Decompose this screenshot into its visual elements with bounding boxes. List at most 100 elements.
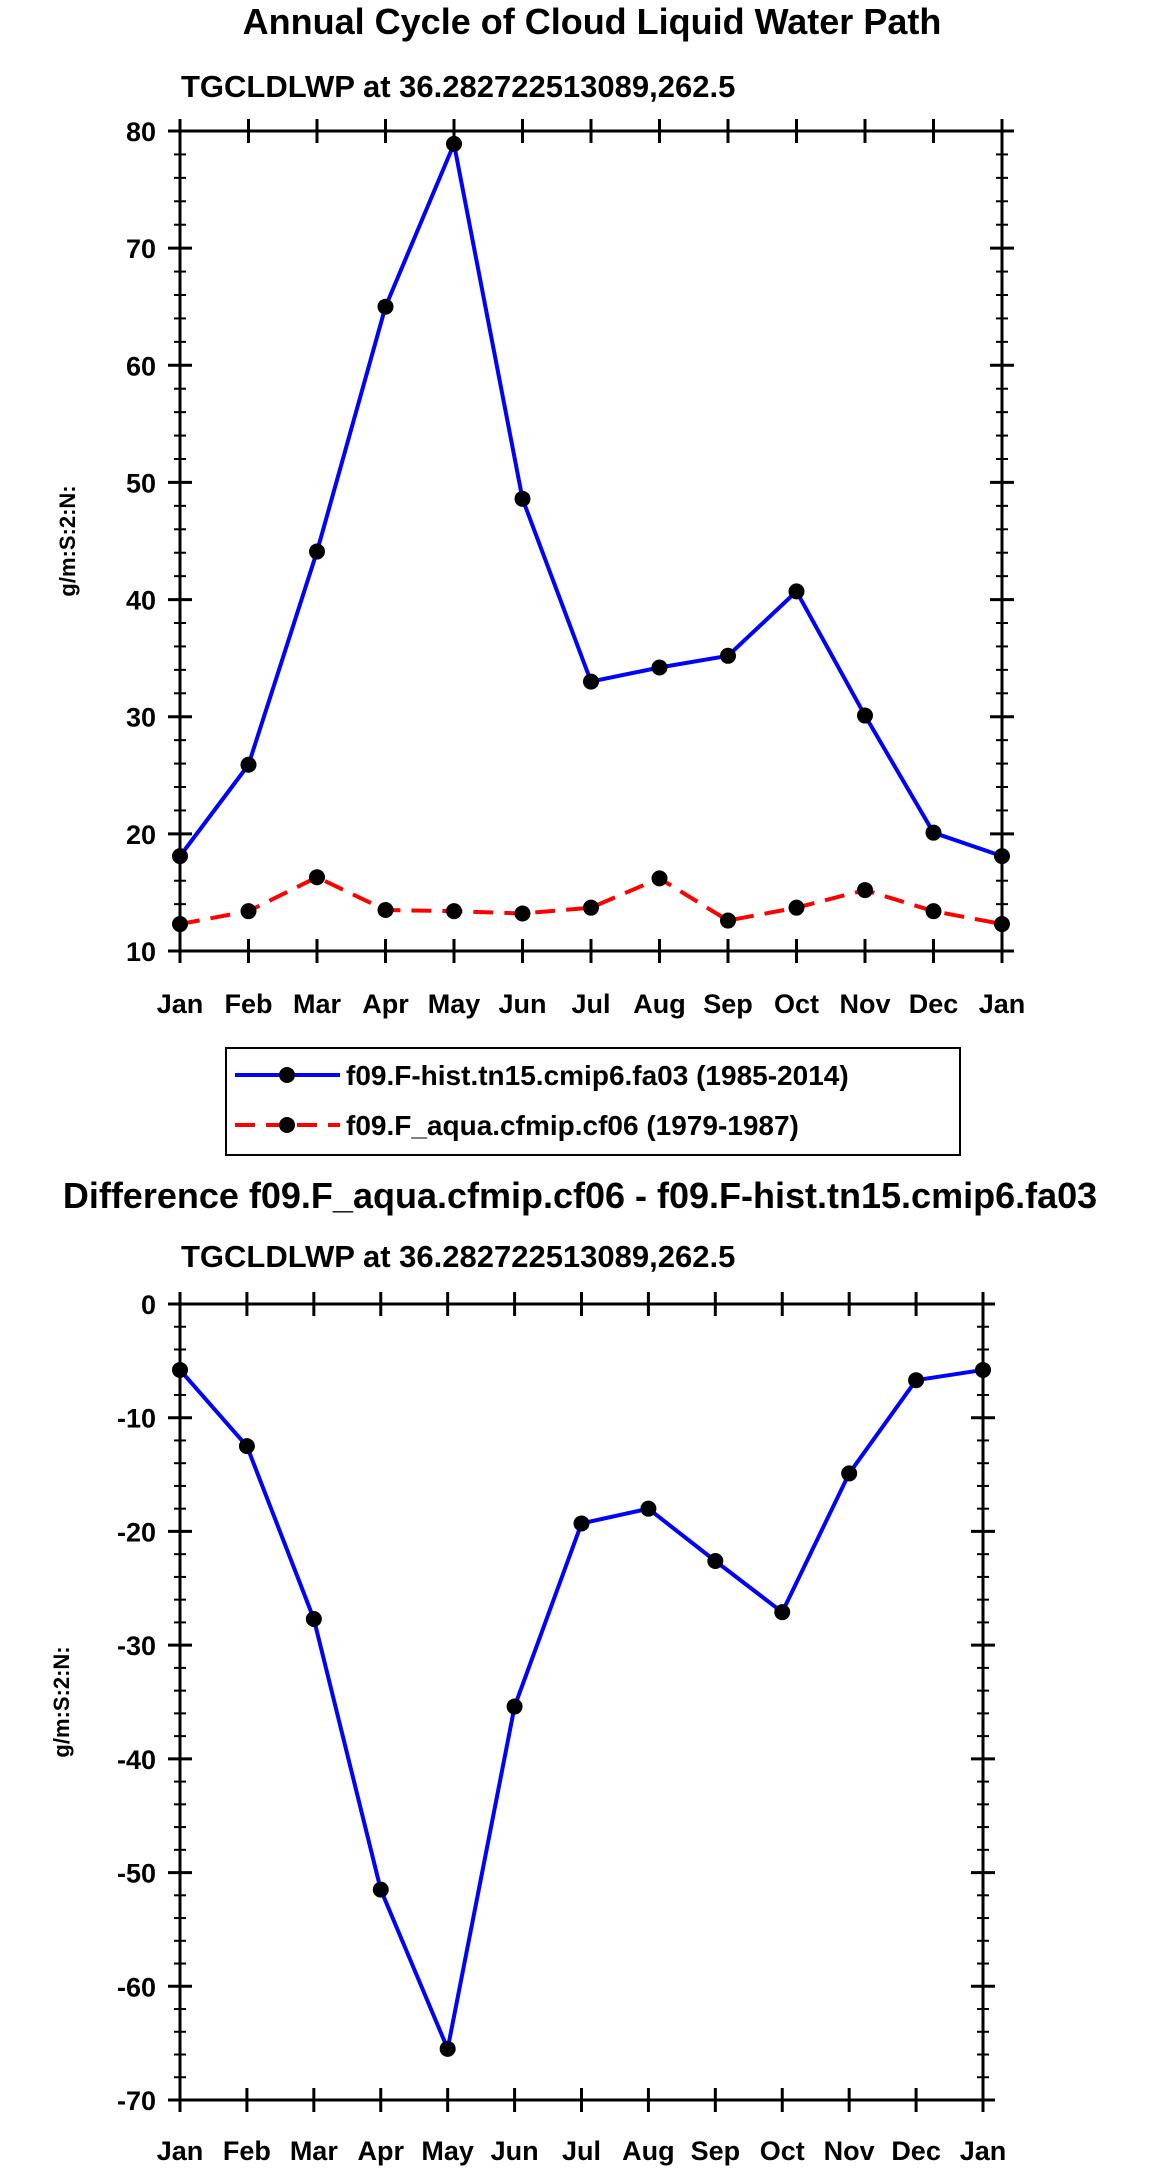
x-tick-label: Dec	[909, 989, 959, 1019]
data-point: f09.F_aqua.cfmip.cf06 (1979-1987) Aug: 1…	[651, 870, 668, 887]
x-tick-label: Mar	[293, 989, 342, 1019]
data-point: f09.F-hist.tn15.cmip6.fa03 (1985-2014) J…	[583, 673, 599, 690]
x-tick-label: Jun	[498, 989, 546, 1019]
data-point: difference Jul: -19.3	[573, 1515, 590, 1532]
data-point: f09.F-hist.tn15.cmip6.fa03 (1985-2014) O…	[788, 583, 805, 600]
x-tick-label: May	[428, 989, 481, 1019]
data-point: f09.F_aqua.cfmip.cf06 (1979-1987) Sep: 1…	[720, 912, 736, 929]
chart-title: Annual Cycle of Cloud Liquid Water Path	[243, 1, 942, 42]
x-tick-label: Apr	[358, 2136, 405, 2166]
y-tick-label: 0	[141, 1290, 156, 1320]
y-tick-label: 20	[126, 820, 156, 850]
x-tick-label: Jan	[960, 2136, 1007, 2166]
data-point: f09.F-hist.tn15.cmip6.fa03 (1985-2014) J…	[514, 490, 531, 507]
y-axis-title: g/m:S:2:N:	[49, 1646, 74, 1757]
data-point: f09.F_aqua.cfmip.cf06 (1979-1987) Nov: 1…	[857, 882, 873, 899]
data-point: difference Jan: -5.8	[172, 1361, 188, 1378]
x-tick-label: Mar	[290, 2136, 339, 2166]
chart-1: Annual Cycle of Cloud Liquid Water Path T…	[55, 1, 1026, 1156]
x-tick-label: Jan	[157, 989, 204, 1019]
data-point: f09.F-hist.tn15.cmip6.fa03 (1985-2014) M…	[309, 543, 325, 560]
data-point: f09.F_aqua.cfmip.cf06 (1979-1987) Feb: 1…	[240, 903, 257, 920]
data-point: difference Mar: -27.7	[305, 1610, 322, 1627]
data-point: f09.F-hist.tn15.cmip6.fa03 (1985-2014) J…	[172, 848, 188, 865]
data-point: difference Nov: -14.9	[841, 1465, 858, 1482]
plot-frame	[178, 129, 1004, 953]
data-point: f09.F-hist.tn15.cmip6.fa03 (1985-2014) A…	[651, 659, 668, 676]
legend-label: f09.F_aqua.cfmip.cf06 (1979-1987)	[346, 1110, 799, 1141]
x-tick-label: Jan	[157, 2136, 204, 2166]
x-tick-label: May	[421, 2136, 474, 2166]
legend-marker	[279, 1067, 295, 1083]
data-point: difference Oct: -27.1	[774, 1604, 791, 1621]
data-point: f09.F-hist.tn15.cmip6.fa03 (1985-2014) M…	[446, 135, 462, 152]
data-point: f09.F-hist.tn15.cmip6.fa03 (1985-2014) J…	[994, 848, 1010, 865]
y-axis-title: g/m:S:2:N:	[55, 485, 80, 596]
x-tick-label: Aug	[633, 989, 685, 1019]
legend-box	[225, 1047, 961, 1156]
x-tick-label: Feb	[223, 2136, 271, 2166]
data-point: difference Apr: -51.5	[372, 1881, 389, 1898]
y-tick-label: 60	[126, 351, 156, 381]
x-tick-label: Jul	[562, 2136, 601, 2166]
legend: f09.F-hist.tn15.cmip6.fa03 (1985-2014) f0…	[225, 1047, 961, 1156]
data-point: difference Jan: -5.8	[975, 1361, 991, 1378]
x-tick-label: Dec	[891, 2136, 941, 2166]
data-point: f09.F-hist.tn15.cmip6.fa03 (1985-2014) D…	[925, 824, 942, 841]
data-point: f09.F_aqua.cfmip.cf06 (1979-1987) Jan: 1…	[994, 916, 1010, 933]
data-point: f09.F_aqua.cfmip.cf06 (1979-1987) Jul: 1…	[583, 899, 599, 916]
data-point: f09.F-hist.tn15.cmip6.fa03 (1985-2014) S…	[720, 647, 736, 664]
data-point: f09.F_aqua.cfmip.cf06 (1979-1987) Oct: 1…	[788, 899, 805, 916]
legend-marker	[279, 1117, 295, 1133]
chart-subtitle: TGCLDLWP at 36.282722513089,262.5	[181, 1239, 735, 1274]
x-tick-label: Aug	[622, 2136, 674, 2166]
x-tick-label: Sep	[703, 989, 753, 1019]
data-point: f09.F-hist.tn15.cmip6.fa03 (1985-2014) N…	[857, 707, 873, 724]
x-tick-label: Jun	[491, 2136, 539, 2166]
data-point: f09.F_aqua.cfmip.cf06 (1979-1987) Mar: 1…	[309, 869, 325, 886]
x-tick-label: Oct	[774, 989, 819, 1019]
series-line-1	[178, 1367, 984, 2051]
data-point: f09.F-hist.tn15.cmip6.fa03 (1985-2014) F…	[240, 756, 257, 773]
data-point: f09.F_aqua.cfmip.cf06 (1979-1987) Jun: 1…	[514, 905, 531, 922]
series-line-1	[178, 141, 1003, 859]
y-tick-label: -10	[117, 1404, 156, 1434]
data-point: difference Feb: -12.5	[238, 1438, 255, 1455]
x-tick-label: Apr	[362, 989, 409, 1019]
data-point: f09.F-hist.tn15.cmip6.fa03 (1985-2014) A…	[377, 298, 394, 315]
x-tick-label: Oct	[760, 2136, 805, 2166]
y-tick-label: -30	[117, 1631, 156, 1661]
data-point: difference May: -65.5	[439, 2040, 456, 2057]
data-point: difference Jun: -35.4	[506, 1698, 523, 1715]
y-tick-label: -20	[117, 1517, 156, 1547]
data-point: f09.F_aqua.cfmip.cf06 (1979-1987) Jan: 1…	[172, 916, 188, 933]
y-tick-label: 40	[126, 586, 156, 616]
chart-subtitle: TGCLDLWP at 36.282722513089,262.5	[181, 69, 735, 104]
y-tick-label: 80	[126, 117, 156, 147]
data-point: f09.F_aqua.cfmip.cf06 (1979-1987) May: 1…	[446, 903, 462, 920]
x-tick-label: Feb	[224, 989, 272, 1019]
x-tick-label: Jan	[979, 989, 1026, 1019]
x-tick-label: Nov	[839, 989, 890, 1019]
y-tick-label: 10	[126, 937, 156, 967]
data-point: f09.F_aqua.cfmip.cf06 (1979-1987) Dec: 1…	[925, 903, 942, 920]
data-point: f09.F_aqua.cfmip.cf06 (1979-1987) Apr: 1…	[377, 902, 394, 918]
y-tick-label: 70	[126, 234, 156, 264]
data-point: difference Aug: -18	[640, 1500, 657, 1517]
plot-frame	[178, 1302, 985, 2102]
x-tick-label: Jul	[571, 989, 610, 1019]
y-tick-label: -60	[117, 1972, 156, 2002]
data-point: difference Dec: -6.7	[908, 1372, 925, 1389]
y-tick-label: 30	[126, 703, 156, 733]
data-point: difference Sep: -22.6	[707, 1552, 724, 1569]
legend-label: f09.F-hist.tn15.cmip6.fa03 (1985-2014)	[346, 1060, 849, 1091]
y-tick-label: 50	[126, 468, 156, 498]
y-tick-label: -70	[117, 2086, 156, 2116]
y-tick-label: -40	[117, 1745, 156, 1775]
chart-2: Difference f09.F_aqua.cfmip.cf06 - f09.F…	[49, 1175, 1097, 2166]
y-tick-label: -50	[117, 1859, 156, 1889]
chart-title: Difference f09.F_aqua.cfmip.cf06 - f09.F…	[63, 1175, 1097, 1216]
x-tick-label: Nov	[824, 2136, 875, 2166]
x-tick-label: Sep	[691, 2136, 741, 2166]
